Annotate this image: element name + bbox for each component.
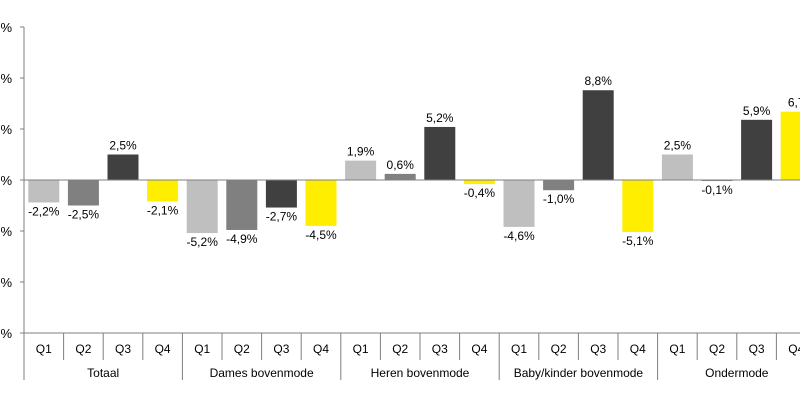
quarter-label: Q1 — [194, 342, 210, 356]
data-label: 8,8% — [585, 74, 613, 88]
bar — [463, 180, 495, 185]
bar — [147, 180, 179, 202]
bar — [345, 160, 377, 180]
group-label: Baby/kinder bovenmode — [514, 366, 644, 380]
data-labels: -2,2% -2,5% 2,5% -2,1% -5,2% -4,9% -2,7% -4,5% 1… — [28, 74, 800, 249]
bar — [384, 173, 416, 180]
bar — [780, 111, 800, 180]
data-label: -4,6% — [503, 229, 535, 243]
bar — [226, 180, 258, 230]
quarter-label: Q2 — [75, 342, 91, 356]
group-label: Heren bovenmode — [371, 366, 470, 380]
bar — [424, 126, 456, 180]
quarter-label: Q4 — [471, 342, 487, 356]
quarter-label: Q4 — [313, 342, 329, 356]
quarter-label: Q3 — [432, 342, 448, 356]
quarter-label: Q2 — [392, 342, 408, 356]
bar — [582, 90, 614, 180]
bars — [28, 90, 800, 234]
quarter-label: Q4 — [630, 342, 646, 356]
data-label: 1,9% — [347, 145, 375, 159]
quarter-label: Q4 — [788, 342, 800, 356]
quarter-label: Q3 — [749, 342, 765, 356]
bar — [741, 119, 773, 180]
quarter-label: Q3 — [115, 342, 131, 356]
bar — [543, 180, 575, 191]
data-label: -5,1% — [622, 234, 654, 248]
data-label: -2,7% — [266, 210, 298, 224]
quarter-label: Q1 — [353, 342, 369, 356]
bar — [622, 180, 654, 233]
data-label: 0,6% — [387, 158, 415, 172]
quarter-label: Q3 — [273, 342, 289, 356]
quarter-label: Q3 — [590, 342, 606, 356]
bar — [265, 180, 297, 208]
data-label: -0,1% — [701, 183, 733, 197]
data-label: 2,5% — [664, 139, 692, 153]
quarter-label: Q4 — [155, 342, 171, 356]
bar — [701, 180, 733, 182]
data-label: -0,4% — [464, 186, 496, 200]
bar — [661, 154, 693, 180]
data-label: -4,5% — [305, 228, 337, 242]
data-label: -1,0% — [543, 192, 575, 206]
group-label: Dames bovenmode — [210, 366, 314, 380]
data-label: -4,9% — [226, 232, 258, 246]
bar — [28, 180, 60, 203]
bar — [503, 180, 535, 227]
data-label: 6,7 — [788, 96, 800, 110]
data-label: -2,5% — [68, 208, 100, 222]
data-label: 5,2% — [426, 111, 454, 125]
y-tick-label: % — [0, 122, 12, 137]
quarter-label: Q1 — [511, 342, 527, 356]
quarter-label: Q2 — [551, 342, 567, 356]
y-axis: %%%%%%% — [0, 20, 25, 380]
data-label: 5,9% — [743, 104, 771, 118]
group-label: Totaal — [87, 366, 119, 380]
quarter-label: Q1 — [36, 342, 52, 356]
quarter-label: Q2 — [709, 342, 725, 356]
data-label: -5,2% — [187, 235, 219, 249]
bar — [67, 180, 99, 206]
bar — [186, 180, 218, 234]
bar — [107, 154, 139, 180]
y-tick-label: % — [0, 173, 12, 188]
group-label: Ondermode — [705, 366, 769, 380]
quarter-label: Q2 — [234, 342, 250, 356]
quarter-label: Q1 — [669, 342, 685, 356]
data-label: -2,1% — [147, 203, 179, 217]
y-tick-label: % — [0, 20, 12, 35]
y-tick-label: % — [0, 326, 12, 341]
bar — [305, 180, 337, 226]
y-tick-label: % — [0, 71, 12, 86]
data-label: 2,5% — [109, 139, 137, 153]
data-label: -2,2% — [28, 204, 60, 218]
y-tick-label: % — [0, 224, 12, 239]
y-tick-label: % — [0, 275, 12, 290]
